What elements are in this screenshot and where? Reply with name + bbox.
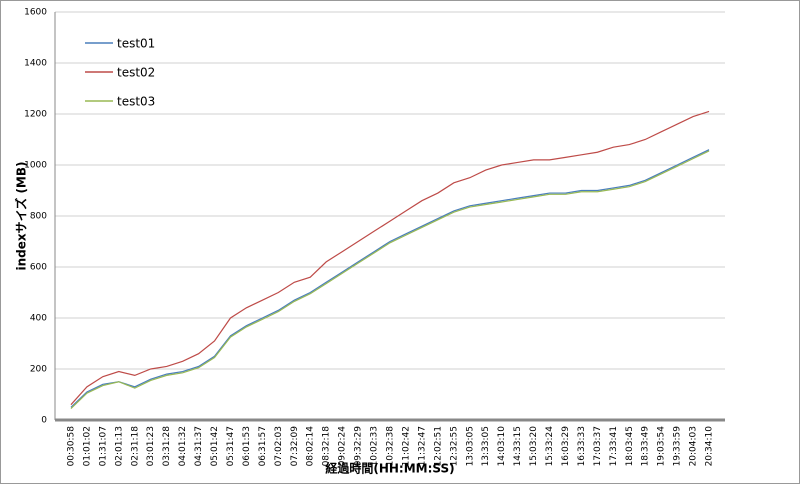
x-tick-label: 18:33:49 — [641, 426, 651, 467]
y-tick-label: 0 — [41, 416, 47, 426]
legend-label: test02 — [117, 66, 155, 80]
legend-label: test03 — [117, 95, 155, 109]
x-tick-label: 00:30:58 — [66, 426, 76, 467]
y-axis-label: indexサイズ (MB) — [14, 162, 29, 271]
x-tick-label: 07:02:03 — [274, 426, 284, 466]
y-tick-label: 400 — [30, 314, 47, 324]
x-tick-label: 09:32:29 — [354, 426, 364, 467]
y-tick-label: 800 — [30, 212, 47, 222]
x-tick-label: 12:02:51 — [433, 426, 443, 466]
x-tick-label: 03:01:23 — [146, 426, 156, 466]
x-tick-label: 09:02:24 — [338, 426, 348, 467]
x-tick-label: 13:33:05 — [481, 426, 491, 466]
x-tick-label: 14:33:15 — [513, 426, 523, 466]
x-tick-label: 19:03:54 — [657, 426, 667, 467]
x-tick-label: 14:03:10 — [497, 426, 507, 467]
x-tick-label: 11:32:47 — [417, 426, 427, 466]
x-tick-label: 10:32:38 — [386, 426, 396, 467]
x-tick-label: 20:04:03 — [689, 426, 699, 466]
series-line — [70, 110, 710, 406]
y-tick-label: 200 — [30, 365, 47, 375]
x-tick-label: 17:33:41 — [609, 426, 619, 466]
series-line — [70, 150, 710, 409]
y-tick-label: 1000 — [24, 161, 47, 171]
x-tick-label: 15:33:24 — [545, 426, 555, 467]
x-tick-label: 10:02:33 — [370, 426, 380, 466]
x-tick-label: 02:31:18 — [130, 426, 140, 467]
x-tick-label: 17:03:37 — [593, 426, 603, 466]
x-tick-label: 19:33:59 — [673, 426, 683, 467]
x-tick-label: 02:01:13 — [114, 426, 124, 466]
x-tick-label: 11:02:42 — [401, 426, 411, 466]
x-axis-label: 経過時間(HH:MM:SS) — [325, 461, 454, 476]
x-tick-label: 12:32:55 — [449, 426, 459, 466]
x-tick-label: 20:34:10 — [705, 426, 715, 467]
x-tick-label: 03:31:28 — [162, 426, 172, 467]
legend-label: test01 — [117, 37, 155, 51]
x-tick-label: 16:33:33 — [577, 426, 587, 466]
x-tick-label: 16:03:29 — [561, 426, 571, 467]
x-tick-label: 01:31:07 — [98, 426, 108, 466]
x-tick-label: 15:03:20 — [529, 426, 539, 467]
x-tick-label: 04:01:32 — [178, 426, 188, 466]
y-tick-label: 1600 — [24, 8, 47, 18]
x-tick-label: 08:02:14 — [306, 426, 316, 467]
x-tick-label: 04:31:37 — [194, 426, 204, 466]
x-tick-label: 08:32:18 — [322, 426, 332, 467]
x-tick-label: 07:32:09 — [290, 426, 300, 467]
y-tick-label: 1200 — [24, 110, 47, 120]
y-tick-label: 1400 — [24, 59, 47, 69]
x-tick-label: 06:31:57 — [258, 426, 268, 466]
x-tick-label: 18:03:45 — [625, 426, 635, 466]
series-line — [70, 149, 710, 408]
x-tick-label: 05:31:47 — [226, 426, 236, 466]
x-tick-label: 05:01:42 — [210, 426, 220, 466]
y-tick-label: 600 — [30, 263, 47, 273]
x-tick-label: 13:03:05 — [465, 426, 475, 466]
x-tick-label: 06:01:53 — [242, 426, 252, 466]
x-tick-label: 01:01:02 — [82, 426, 92, 466]
